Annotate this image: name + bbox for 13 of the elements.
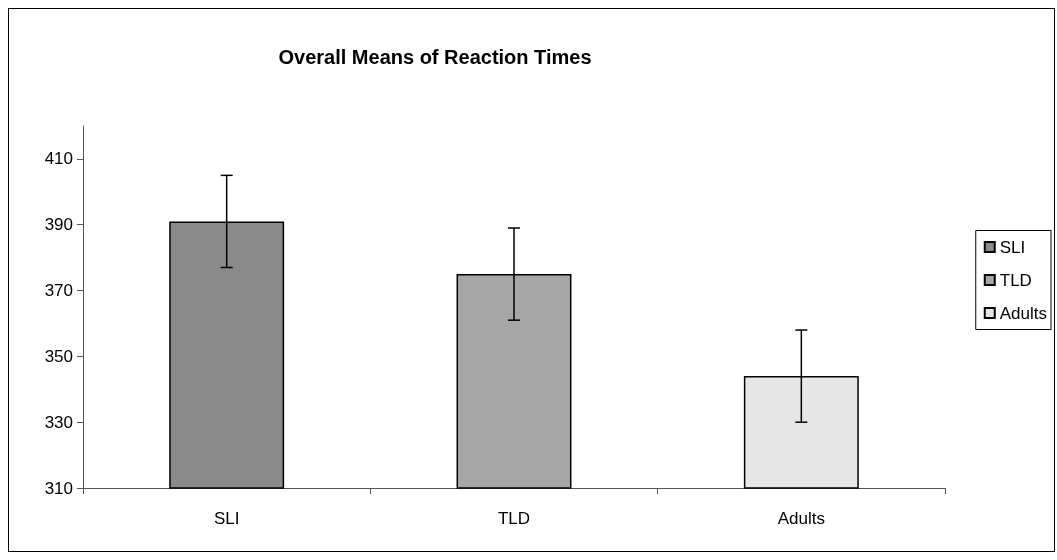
legend-label: Adults <box>999 303 1047 323</box>
legend-label: SLI <box>999 237 1026 257</box>
y-tick-label: 390 <box>44 215 73 235</box>
chart-title: Overall Means of Reaction Times <box>278 46 592 68</box>
y-tick-label: 370 <box>44 281 73 301</box>
legend-label: TLD <box>999 270 1032 290</box>
x-tick-label: SLI <box>213 509 240 528</box>
y-tick-label: 410 <box>44 149 73 169</box>
y-tick-label: 310 <box>44 478 73 498</box>
y-tick-label: 330 <box>44 412 73 432</box>
y-tick-label: 350 <box>44 346 73 366</box>
x-tick-label: Adults <box>777 509 825 528</box>
x-tick-label: TLD <box>497 509 531 528</box>
